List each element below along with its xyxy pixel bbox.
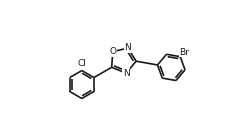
Text: Cl: Cl: [77, 59, 86, 68]
Text: Br: Br: [179, 48, 189, 57]
Text: O: O: [109, 47, 116, 56]
Text: N: N: [125, 43, 131, 53]
Text: N: N: [123, 69, 129, 78]
